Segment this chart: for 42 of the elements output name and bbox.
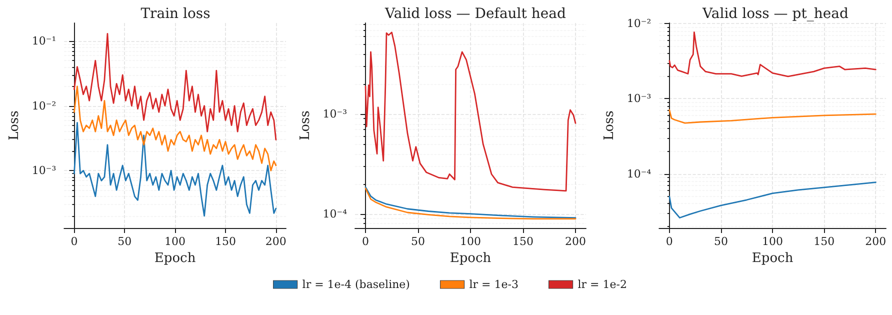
y-tick-label: 10⁻³ <box>626 92 652 106</box>
x-tick-label: 100 <box>762 235 784 248</box>
x-tick-label: 200 <box>265 235 286 248</box>
y-tick-label: 10⁻² <box>626 17 652 30</box>
x-tick-label: 50 <box>411 235 425 248</box>
x-tick-label: 150 <box>512 235 534 248</box>
y-tick-label: 10⁻³ <box>322 108 347 121</box>
x-axis-title: Epoch <box>752 250 794 266</box>
chart-title: Valid loss — pt_head <box>702 6 848 22</box>
line-series <box>74 32 277 140</box>
line-series <box>668 109 876 124</box>
y-tick-label: 10⁻³ <box>32 164 56 178</box>
x-tick-label: 100 <box>460 235 481 248</box>
y-tick-label: 10⁻¹ <box>32 34 56 48</box>
y-tick-label: 10⁻² <box>32 99 56 112</box>
x-tick-label: 150 <box>214 235 236 248</box>
x-tick-label: 0 <box>666 235 673 248</box>
line-series <box>364 32 576 192</box>
y-axis-title: Loss <box>298 110 313 140</box>
x-tick-label: 150 <box>814 235 835 248</box>
chart-title: Train loss <box>140 6 210 22</box>
x-tick-label: 200 <box>565 235 586 248</box>
line-series <box>668 182 876 218</box>
x-tick-label: 50 <box>714 235 728 248</box>
x-tick-label: 100 <box>164 235 186 248</box>
chart-title: Valid loss — Default head <box>384 6 566 22</box>
y-axis-title: Loss <box>7 110 22 140</box>
x-tick-label: 50 <box>118 235 132 248</box>
x-tick-label: 200 <box>865 235 886 248</box>
legend-label: lr = 1e-3 <box>469 278 518 291</box>
x-tick-label: 0 <box>70 235 78 248</box>
line-series <box>74 122 277 217</box>
x-tick-label: 0 <box>362 235 369 248</box>
y-tick-label: 10⁻⁴ <box>322 207 348 220</box>
line-series <box>74 86 277 172</box>
x-axis-title: Epoch <box>154 250 196 266</box>
y-axis-title: Loss <box>602 110 617 140</box>
x-axis-title: Epoch <box>450 250 492 266</box>
legend-label: lr = 1e-4 (baseline) <box>302 278 410 291</box>
legend-label: lr = 1e-2 <box>578 278 628 291</box>
line-series <box>668 31 876 78</box>
y-tick-label: 10⁻⁴ <box>626 167 652 180</box>
